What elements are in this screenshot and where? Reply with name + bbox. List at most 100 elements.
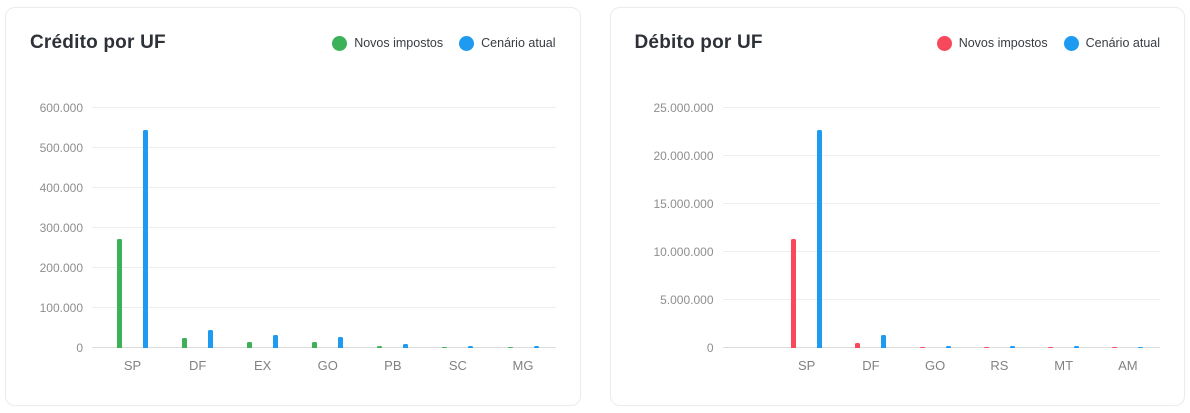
bar-rs	[1009, 346, 1015, 348]
bar-ex	[273, 335, 279, 348]
bar-am	[1138, 346, 1144, 348]
x-axis-label-sc: SC	[448, 358, 467, 373]
legend: Novos impostos Cenário atual	[936, 35, 1160, 51]
bar-sp	[117, 239, 123, 348]
x-axis-label-rs: RS	[990, 358, 1009, 373]
bar-go	[338, 336, 344, 348]
legend-item[interactable]: Cenário atual	[459, 35, 556, 51]
x-axis-label-mt: MT	[1054, 358, 1074, 373]
bar-sp	[791, 238, 797, 348]
bar-df	[881, 334, 887, 348]
bar-df	[855, 342, 861, 348]
bar-ex	[247, 342, 253, 348]
card-header: Débito por UF Novos impostos Cenário atua…	[635, 32, 1161, 54]
bar-chart: 0 5.000.000 10.000.000 15.000.000 20.000.000…	[635, 101, 1161, 373]
legend-dot	[1063, 35, 1079, 51]
y-axis-tick-label: 20.000.000	[653, 149, 714, 163]
gridline	[722, 299, 1160, 300]
gridline	[722, 347, 1160, 348]
y-axis-tick-label: 500.000	[39, 141, 83, 155]
x-axis-label-sp: SP	[797, 358, 816, 373]
card-header: Crédito por UF Novos impostos Cenário atu…	[30, 32, 556, 54]
legend-label: Cenário atual	[481, 36, 556, 50]
category-group-am	[1096, 108, 1160, 348]
bar-df	[182, 338, 188, 348]
gridline	[92, 107, 556, 108]
bar-rs	[983, 346, 989, 348]
plot-area: 0 100.000 200.000 300.000 400.000 500.000 600.…	[40, 101, 556, 355]
legend-label: Novos impostos	[354, 36, 444, 50]
legend-label: Cenário atual	[1085, 36, 1160, 50]
bar-sc	[442, 346, 448, 348]
y-axis-tick-label: 10.000.000	[653, 245, 714, 259]
category-group-mt	[1032, 108, 1096, 348]
gridline	[92, 227, 556, 228]
chart-title: Débito por UF	[634, 32, 763, 53]
y-axis-tick-label: 300.000	[39, 221, 83, 235]
x-axis: SP DF EX GO PB SC MG	[92, 358, 556, 373]
gridline	[92, 347, 556, 348]
gridline	[92, 187, 556, 189]
bar-pb	[377, 345, 383, 348]
gridline	[92, 147, 556, 148]
bar-df	[208, 330, 214, 348]
bar-sp	[143, 130, 149, 348]
legend-dot	[936, 35, 952, 51]
gridline	[722, 155, 1160, 156]
category-group-rs	[967, 108, 1031, 348]
bar-mt	[1074, 346, 1080, 348]
y-axis-tick-label: 0	[76, 341, 83, 355]
category-group-df	[839, 108, 903, 348]
gridline	[722, 107, 1160, 108]
plot-area: 0 5.000.000 10.000.000 15.000.000 20.000.000…	[653, 101, 1160, 355]
y-axis-tick-label: 25.000.000	[653, 101, 714, 115]
gridline	[722, 203, 1160, 204]
category-group-sp	[775, 108, 839, 348]
debito-por-uf-card: Débito por UF Novos impostos Cenário atua…	[609, 7, 1185, 406]
legend-item[interactable]: Novos impostos	[332, 35, 444, 51]
y-axis-tick-label: 200.000	[39, 261, 83, 276]
gridline	[92, 267, 556, 269]
bar-go	[919, 346, 925, 348]
x-axis-label-df: DF	[862, 358, 880, 373]
x-axis-label-pb: PB	[384, 358, 402, 373]
x-axis-label-df: DF	[188, 358, 207, 373]
y-axis-tick-label: 5.000.000	[660, 293, 714, 307]
gridline	[92, 307, 556, 309]
x-axis-label-go: GO	[925, 358, 946, 373]
y-axis-tick-label: 0	[706, 341, 714, 355]
category-group-go	[295, 108, 360, 348]
category-group-mg	[490, 108, 555, 348]
chart-title: Crédito por UF	[30, 32, 166, 53]
x-axis: SP DF GO RS MT AM	[723, 358, 1161, 373]
bar-go	[312, 342, 318, 348]
y-axis-tick-label: 600.000	[39, 101, 83, 115]
x-axis-label-go: GO	[317, 358, 338, 373]
y-axis-tick-label: 100.000	[39, 301, 83, 316]
legend-dot	[459, 35, 475, 51]
bar-go	[945, 346, 951, 348]
category-group-sc	[425, 108, 490, 348]
legend-dot	[332, 35, 348, 51]
credito-por-uf-card: Crédito por UF Novos impostos Cenário atu…	[5, 7, 581, 406]
bar-sc	[468, 345, 474, 348]
x-axis-label-am: AM	[1118, 358, 1138, 373]
legend-item[interactable]: Cenário atual	[1063, 35, 1160, 51]
legend-label: Novos impostos	[958, 36, 1048, 50]
bar-mg	[533, 346, 539, 348]
legend-item[interactable]: Novos impostos	[936, 35, 1048, 51]
bar-mg	[507, 347, 513, 348]
gridline	[722, 251, 1160, 252]
category-group-sp	[100, 108, 165, 348]
bar-sp	[817, 130, 823, 348]
category-group-df	[165, 108, 230, 348]
category-group-pb	[360, 108, 425, 348]
bar-mt	[1048, 346, 1054, 348]
bar-chart: 0 100.000 200.000 300.000 400.000 500.000 600.…	[30, 101, 556, 373]
legend: Novos impostos Cenário atual	[332, 35, 556, 51]
category-group-ex	[230, 108, 295, 348]
bar-am	[1112, 347, 1118, 348]
x-axis-label-mg: MG	[512, 358, 534, 373]
bars-row	[92, 108, 556, 348]
